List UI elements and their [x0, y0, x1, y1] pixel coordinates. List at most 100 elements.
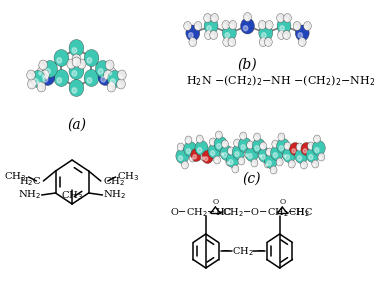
Circle shape [198, 148, 202, 153]
Circle shape [267, 25, 269, 28]
Circle shape [37, 67, 46, 77]
Circle shape [252, 138, 265, 153]
Circle shape [258, 147, 271, 162]
Circle shape [318, 153, 325, 161]
Circle shape [223, 144, 225, 146]
Circle shape [235, 152, 239, 156]
Circle shape [227, 147, 234, 155]
Circle shape [29, 84, 32, 87]
Circle shape [229, 20, 237, 29]
Circle shape [224, 42, 227, 45]
Circle shape [179, 147, 181, 149]
Circle shape [255, 137, 257, 140]
Circle shape [248, 154, 252, 158]
Circle shape [205, 31, 212, 40]
Circle shape [72, 54, 81, 64]
Circle shape [278, 133, 285, 141]
Circle shape [40, 68, 55, 85]
Circle shape [266, 42, 269, 45]
Circle shape [95, 61, 110, 78]
Circle shape [107, 82, 116, 92]
Circle shape [261, 146, 263, 148]
Circle shape [258, 20, 266, 29]
Circle shape [57, 58, 62, 63]
Circle shape [240, 132, 247, 140]
Circle shape [39, 87, 42, 90]
Circle shape [313, 164, 316, 166]
Circle shape [247, 141, 254, 149]
Circle shape [229, 160, 233, 164]
Circle shape [226, 153, 239, 168]
Circle shape [265, 153, 278, 168]
Circle shape [298, 147, 300, 149]
Circle shape [284, 142, 291, 150]
Circle shape [39, 60, 47, 70]
Circle shape [37, 82, 46, 92]
Circle shape [251, 159, 258, 167]
Circle shape [283, 14, 291, 23]
Circle shape [178, 156, 183, 160]
Circle shape [214, 156, 221, 164]
Circle shape [45, 69, 51, 74]
Circle shape [266, 148, 273, 156]
Circle shape [240, 161, 241, 163]
Circle shape [184, 22, 192, 31]
Circle shape [177, 143, 184, 151]
Circle shape [295, 149, 308, 164]
Circle shape [193, 155, 196, 159]
Circle shape [314, 135, 321, 143]
Circle shape [277, 14, 285, 23]
Circle shape [204, 157, 208, 161]
Text: NH$_2$: NH$_2$ [103, 188, 127, 201]
Circle shape [292, 149, 296, 153]
Circle shape [186, 140, 189, 142]
Circle shape [84, 70, 99, 87]
Circle shape [265, 38, 272, 46]
Circle shape [295, 25, 309, 41]
Circle shape [184, 142, 197, 156]
Circle shape [277, 18, 291, 34]
Circle shape [69, 80, 84, 97]
Circle shape [254, 133, 261, 141]
Circle shape [202, 151, 213, 164]
Circle shape [301, 161, 307, 169]
Circle shape [42, 75, 45, 78]
Circle shape [221, 140, 229, 148]
Text: $-$ CH$_2$ $-$: $-$ CH$_2$ $-$ [221, 246, 265, 258]
Circle shape [233, 169, 236, 171]
Circle shape [277, 138, 290, 153]
Circle shape [107, 65, 110, 68]
Circle shape [69, 40, 84, 57]
Circle shape [181, 161, 189, 169]
Circle shape [33, 79, 38, 84]
Circle shape [226, 158, 233, 166]
Circle shape [31, 70, 45, 87]
Circle shape [191, 42, 193, 45]
Circle shape [270, 166, 277, 174]
Circle shape [215, 160, 217, 162]
Circle shape [202, 157, 204, 159]
Circle shape [278, 18, 281, 21]
Circle shape [264, 160, 271, 168]
Text: (a): (a) [67, 118, 86, 132]
Circle shape [196, 135, 203, 143]
Circle shape [40, 65, 44, 68]
Circle shape [303, 22, 311, 31]
Circle shape [222, 25, 236, 41]
Circle shape [196, 26, 198, 29]
Circle shape [245, 147, 258, 162]
Circle shape [107, 67, 116, 77]
Circle shape [185, 26, 188, 29]
Circle shape [72, 88, 77, 93]
Circle shape [255, 146, 259, 151]
Circle shape [38, 82, 41, 85]
Circle shape [195, 140, 208, 155]
Circle shape [217, 135, 219, 138]
Circle shape [39, 72, 42, 75]
Circle shape [279, 146, 283, 151]
Circle shape [54, 50, 69, 67]
Circle shape [243, 26, 248, 31]
Circle shape [298, 38, 306, 46]
Circle shape [227, 162, 229, 164]
Circle shape [57, 78, 62, 83]
